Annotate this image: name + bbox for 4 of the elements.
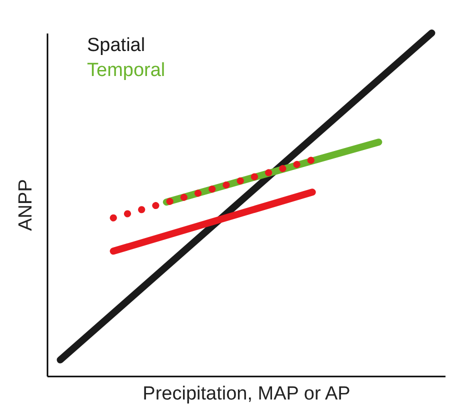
text: Temporal	[87, 60, 166, 81]
x-axis-title: Precipitation, MAP or AP	[142, 384, 350, 404]
text: Spatial	[87, 35, 146, 56]
y-axis-title: ANPP	[16, 179, 36, 231]
